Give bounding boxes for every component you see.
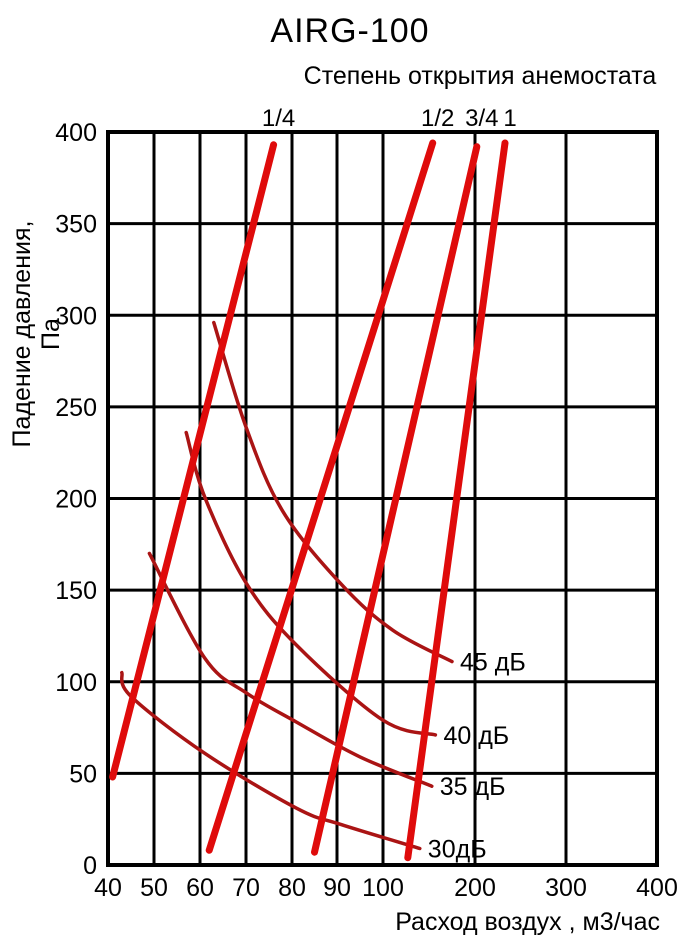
opening-line-1/4 [109,141,278,781]
y-tick-label-400: 400 [55,119,97,147]
x-tick-label-90: 90 [323,874,351,902]
x-tick-label-50: 50 [140,874,168,902]
noise-curve-35 дБ [147,551,434,788]
x-axis-label: Расход воздух , м3/час [395,908,660,936]
opening-line-1/2 [205,139,437,854]
opening-line-label: 3/4 [465,105,498,132]
y-tick-label-50: 50 [69,760,97,788]
y-tick-label-200: 200 [55,486,97,514]
x-tick-label-70: 70 [232,874,260,902]
y-tick-label-350: 350 [55,211,97,239]
x-tick-label-40: 40 [94,874,122,902]
opening-line-label: 1/2 [421,105,454,132]
opening-line-1 [404,139,509,862]
y-tick-label-250: 250 [55,394,97,422]
x-tick-label-60: 60 [186,874,214,902]
noise-curve-label: 30дБ [428,836,487,864]
noise-curve-label: 35 дБ [440,773,506,801]
noise-curve-label: 45 дБ [460,649,526,677]
opening-line-label: 1 [503,105,516,132]
x-tick-label-400: 400 [636,874,678,902]
opening-line-label: 1/4 [262,105,295,132]
y-tick-label-100: 100 [55,669,97,697]
chart-title: AIRG-100 [270,12,430,50]
x-tick-label-80: 80 [278,874,306,902]
noise-curve-40 дБ [184,430,438,737]
noise-curve-30дБ [119,670,422,851]
x-tick-label-300: 300 [545,874,587,902]
y-tick-label-300: 300 [55,302,97,330]
noise-curve-label: 40 дБ [443,722,509,750]
noise-curve-45 дБ [212,320,454,664]
x-tick-label-100: 100 [362,874,404,902]
chart-subtitle: Степень открытия анемостата [303,62,657,90]
x-tick-label-200: 200 [454,874,496,902]
y-tick-label-0: 0 [83,852,97,880]
plot-frame [106,130,659,867]
y-tick-label-150: 150 [55,577,97,605]
opening-line-3/4 [311,143,481,856]
